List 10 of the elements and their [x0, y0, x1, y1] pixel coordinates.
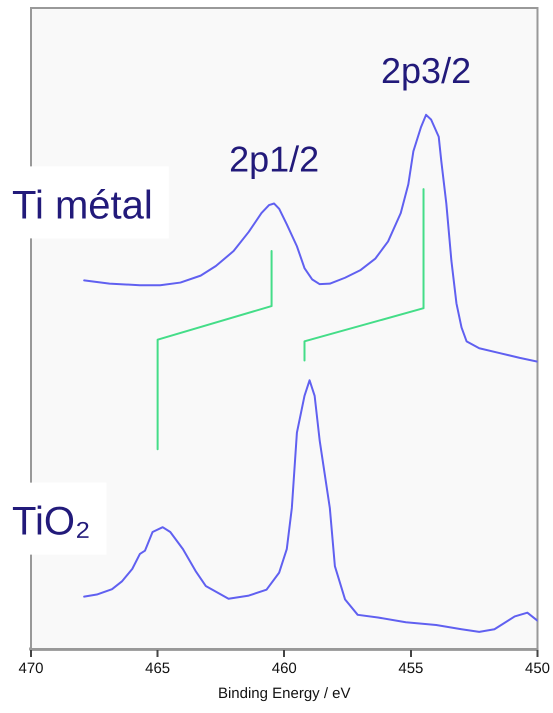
x-tick-label: 465 — [145, 660, 170, 678]
x-tick-label: 460 — [272, 660, 297, 678]
x-tick-label: 470 — [18, 660, 44, 678]
annotation: 2p3/2 — [381, 50, 472, 91]
annotation: 2p1/2 — [229, 138, 320, 180]
x-tick-label: 455 — [398, 660, 424, 678]
x-axis-title: Binding Energy / eV — [218, 685, 351, 702]
x-tick-label: 450 — [524, 660, 550, 678]
series-label: TiO₂ — [12, 500, 90, 544]
series-label: Ti métal — [12, 183, 153, 228]
